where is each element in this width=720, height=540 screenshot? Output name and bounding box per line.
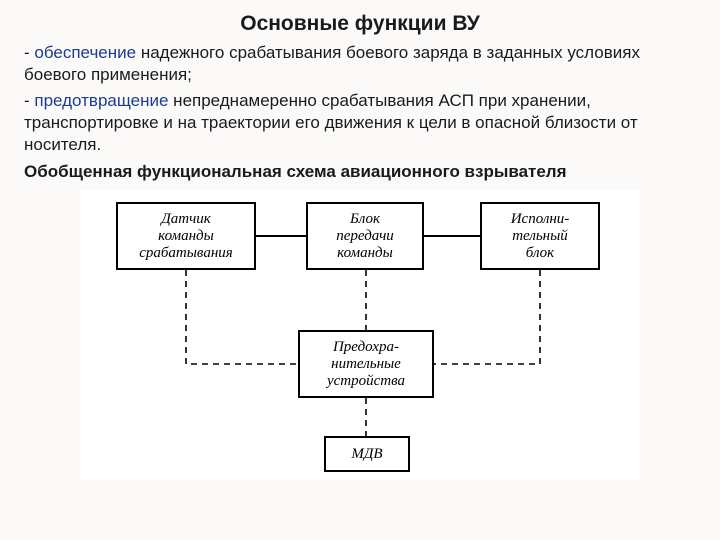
node-mdv: МДВ xyxy=(324,436,410,472)
paragraph-2: - предотвращение непреднамеренно срабаты… xyxy=(24,90,696,156)
p1-prefix: - xyxy=(24,43,34,62)
paragraph-1: - обеспечение надежного срабатывания бое… xyxy=(24,42,696,86)
node-transmit: Блокпередачикоманды xyxy=(306,202,424,270)
p1-highlight: обеспечение xyxy=(34,43,136,62)
p2-prefix: - xyxy=(24,91,34,110)
node-sensor: Датчиккомандысрабатывания xyxy=(116,202,256,270)
p2-highlight: предотвращение xyxy=(34,91,168,110)
diagram-subtitle: Обобщенная функциональная схема авиацион… xyxy=(24,162,696,182)
node-safety: Предохра-нительныеустройства xyxy=(298,330,434,398)
page-title: Основные функции ВУ xyxy=(24,12,696,36)
node-exec: Исполни-тельныйблок xyxy=(480,202,600,270)
flowchart-diagram: Датчиккомандысрабатывания Блокпередачико… xyxy=(80,190,640,480)
